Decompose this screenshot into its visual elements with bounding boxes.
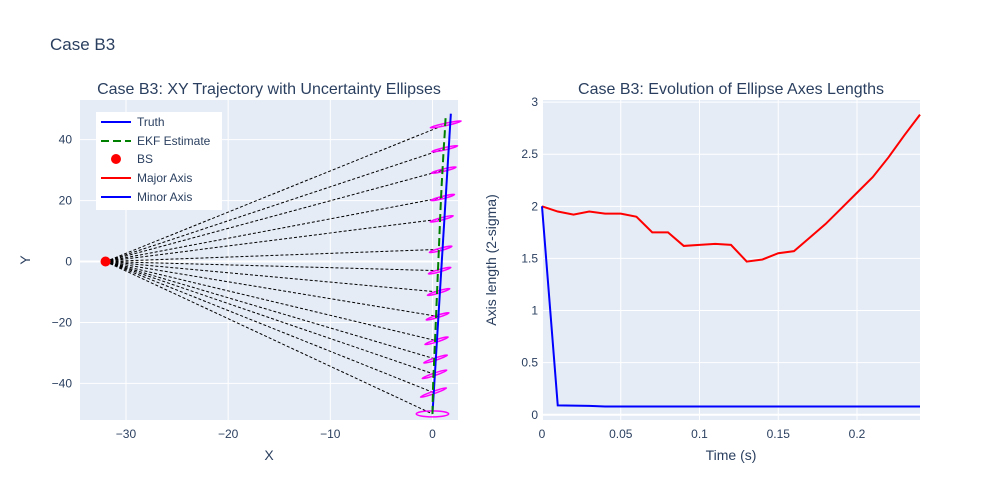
measurement-ray [105, 218, 442, 263]
axes-series-lines [541, 113, 921, 408]
axes-y-tick-label: 0.5 [521, 356, 538, 370]
axes-x-tick-label: 0.1 [691, 427, 708, 441]
bs-marker [100, 256, 111, 267]
axes-y-tick-label: 1.5 [521, 251, 538, 265]
measurement-ray [105, 261, 433, 415]
measurement-ray [105, 197, 443, 263]
axes-plot-title: Case B3: Evolution of Ellipse Axes Lengt… [578, 81, 884, 98]
major-axis-line [541, 113, 921, 263]
truth-line [431, 113, 452, 414]
axes-plot-area [542, 100, 920, 420]
xy-measurement-rays [105, 123, 446, 415]
xy-y-tick-label: 20 [59, 194, 73, 208]
minor-axis-line [541, 206, 920, 408]
xy-trajectory-plot: −30 −20 −10 0 −40 −20 0 20 40 Case B3: XY Traje… [17, 81, 462, 463]
legend: Truth EKF Estimate BS Major Axis Minor A… [96, 112, 222, 210]
xy-x-tick-label: −10 [320, 427, 341, 441]
measurement-ray [105, 123, 446, 262]
uncertainty-ellipse [427, 266, 452, 275]
xy-y-ticks: −40 −20 0 20 40 [52, 133, 73, 391]
axes-gridlines [541, 100, 920, 420]
axes-y-tick-label: 1 [531, 304, 538, 318]
legend-bs-swatch [111, 154, 121, 164]
axes-x-ticks: 0 0.05 0.1 0.15 0.2 [539, 427, 866, 441]
axes-x-tick-label: 0 [539, 427, 546, 441]
legend-truth-label: Truth [137, 115, 165, 129]
axes-x-axis-label: Time (s) [706, 447, 757, 463]
xy-y-tick-label: −20 [52, 315, 73, 329]
measurement-ray [105, 261, 440, 272]
xy-y-tick-label: −40 [52, 376, 73, 390]
uncertainty-ellipse [430, 193, 456, 202]
uncertainty-ellipse [429, 214, 454, 223]
xy-trajectory-lines [100, 113, 452, 414]
legend-bs-label: BS [137, 152, 153, 166]
legend-major-label: Major Axis [137, 171, 192, 185]
xy-y-tick-label: 0 [65, 255, 72, 269]
legend-ekf-label: EKF Estimate [137, 134, 211, 148]
legend-minor-label: Minor Axis [137, 190, 192, 204]
measurement-ray [105, 261, 439, 293]
axes-x-tick-label: 0.05 [609, 427, 633, 441]
axes-y-tick-label: 0 [531, 408, 538, 422]
xy-y-tick-label: 40 [59, 133, 73, 147]
xy-x-tick-label: −20 [218, 427, 239, 441]
axes-y-ticks: 0 0.5 1 1.5 2 2.5 3 [521, 95, 538, 422]
measurement-ray [105, 148, 445, 262]
ekf-estimate-line [431, 115, 447, 414]
measurement-ray [105, 248, 441, 263]
xy-x-tick-label: 0 [429, 427, 436, 441]
axes-x-tick-label: 0.15 [767, 427, 791, 441]
xy-x-ticks: −30 −20 −10 0 [116, 427, 436, 441]
axes-y-axis-label: Axis length (2-sigma) [483, 194, 499, 326]
axes-y-tick-label: 2.5 [521, 147, 538, 161]
figure-title: Case B3 [50, 35, 115, 54]
measurement-ray [105, 261, 437, 342]
axes-x-tick-label: 0.2 [849, 427, 866, 441]
axes-lengths-plot: 0 0.05 0.1 0.15 0.2 0 0.5 1 1.5 2 2.5 3 Case B3: E… [483, 81, 921, 463]
measurement-ray [105, 261, 438, 317]
xy-y-axis-label: Y [17, 255, 33, 265]
xy-x-tick-label: −30 [116, 427, 137, 441]
measurement-ray [105, 261, 434, 394]
uncertainty-ellipse [428, 245, 453, 254]
xy-plot-title: Case B3: XY Trajectory with Uncertainty … [97, 81, 441, 98]
measurement-ray [105, 169, 444, 263]
measurement-ray [105, 261, 435, 375]
axes-y-tick-label: 2 [531, 199, 538, 213]
measurement-ray [105, 261, 436, 360]
axes-y-tick-label: 3 [531, 95, 538, 109]
xy-x-axis-label: X [264, 447, 274, 463]
